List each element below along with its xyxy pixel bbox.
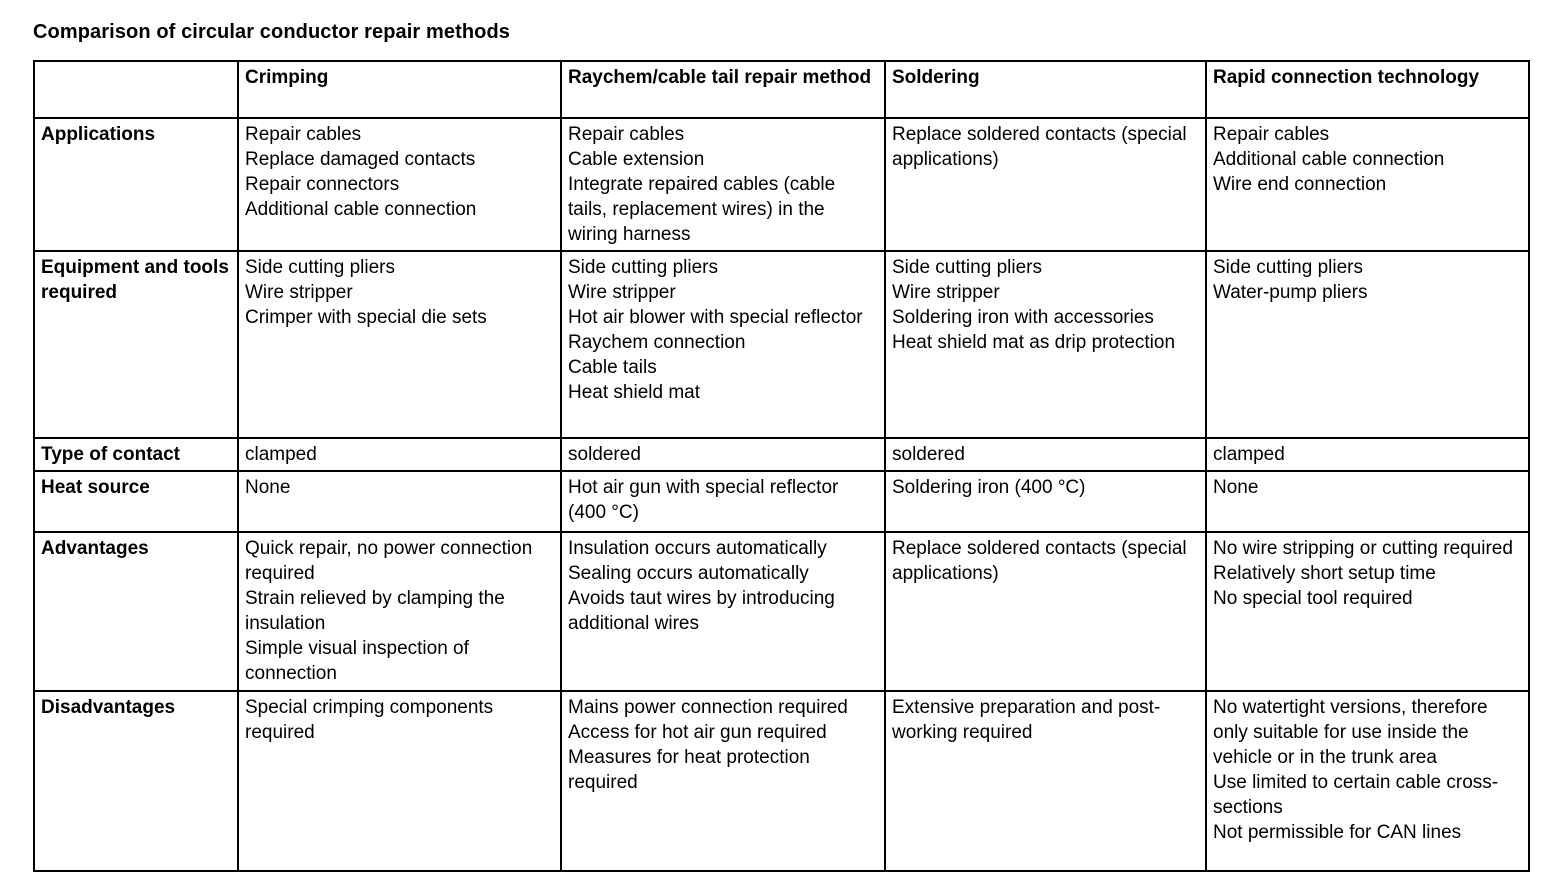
cell-applications-crimping: Repair cables Replace damaged contacts R… — [237, 117, 562, 252]
cell-advantages-crimping: Quick repair, no power connection requir… — [237, 531, 562, 692]
cell-equipment-rapid-connection: Side cutting pliers Water-pump pliers — [1205, 250, 1530, 439]
table-row-equipment: Equipment and tools required Side cuttin… — [33, 250, 1530, 439]
table-row-applications: Applications Repair cables Replace damag… — [33, 117, 1530, 252]
row-header-equipment: Equipment and tools required — [33, 250, 239, 439]
cell-heat-crimping: None — [237, 470, 562, 533]
row-header-heat-source: Heat source — [33, 470, 239, 533]
column-header-soldering: Soldering — [884, 60, 1207, 119]
table-row-type-of-contact: Type of contact clamped soldered soldere… — [33, 437, 1530, 472]
cell-heat-raychem: Hot air gun with special reflector (400 … — [560, 470, 886, 533]
cell-advantages-raychem: Insulation occurs automatically Sealing … — [560, 531, 886, 692]
cell-disadvantages-raychem: Mains power connection required Access f… — [560, 690, 886, 872]
column-header-raychem: Raychem/cable tail repair method — [560, 60, 886, 119]
cell-applications-raychem: Repair cables Cable extension Integrate … — [560, 117, 886, 252]
cell-applications-soldering: Replace soldered contacts (special appli… — [884, 117, 1207, 252]
table-row-heat-source: Heat source None Hot air gun with specia… — [33, 470, 1530, 533]
cell-type-rapid-connection: clamped — [1205, 437, 1530, 472]
row-header-disadvantages: Disadvantages — [33, 690, 239, 872]
cell-advantages-rapid-connection: No wire stripping or cutting required Re… — [1205, 531, 1530, 692]
table-row-advantages: Advantages Quick repair, no power connec… — [33, 531, 1530, 692]
cell-disadvantages-crimping: Special crimping components required — [237, 690, 562, 872]
row-header-applications: Applications — [33, 117, 239, 252]
cell-heat-soldering: Soldering iron (400 °C) — [884, 470, 1207, 533]
column-header-blank — [33, 60, 239, 119]
column-header-rapid-connection: Rapid connection technology — [1205, 60, 1530, 119]
cell-type-crimping: clamped — [237, 437, 562, 472]
cell-equipment-soldering: Side cutting pliers Wire stripper Solder… — [884, 250, 1207, 439]
row-header-advantages: Advantages — [33, 531, 239, 692]
cell-type-soldering: soldered — [884, 437, 1207, 472]
page-title: Comparison of circular conductor repair … — [33, 21, 511, 43]
cell-equipment-crimping: Side cutting pliers Wire stripper Crimpe… — [237, 250, 562, 439]
row-header-type-of-contact: Type of contact — [33, 437, 239, 472]
repair-methods-comparison-table: Crimping Raychem/cable tail repair metho… — [33, 60, 1530, 872]
cell-disadvantages-rapid-connection: No watertight versions, therefore only s… — [1205, 690, 1530, 872]
cell-applications-rapid-connection: Repair cables Additional cable connectio… — [1205, 117, 1530, 252]
cell-disadvantages-soldering: Extensive preparation and post-working r… — [884, 690, 1207, 872]
column-header-crimping: Crimping — [237, 60, 562, 119]
table-row-disadvantages: Disadvantages Special crimping component… — [33, 690, 1530, 872]
table-header-row: Crimping Raychem/cable tail repair metho… — [33, 60, 1530, 119]
cell-type-raychem: soldered — [560, 437, 886, 472]
cell-equipment-raychem: Side cutting pliers Wire stripper Hot ai… — [560, 250, 886, 439]
cell-heat-rapid-connection: None — [1205, 470, 1530, 533]
cell-advantages-soldering: Replace soldered contacts (special appli… — [884, 531, 1207, 692]
